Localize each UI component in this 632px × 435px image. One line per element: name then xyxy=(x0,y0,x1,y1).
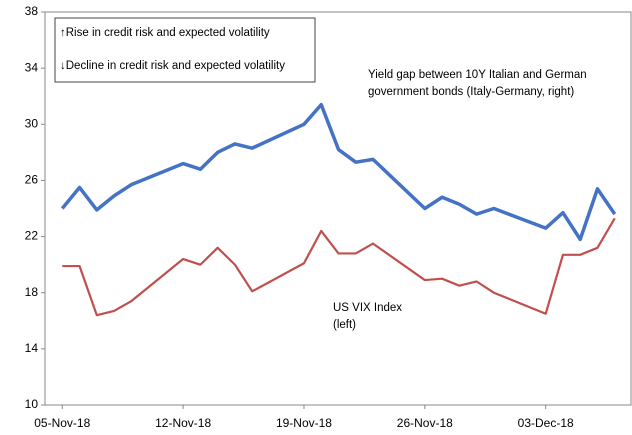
x-tick-label: 26-Nov-18 xyxy=(397,416,453,430)
x-tick-label: 03-Dec-18 xyxy=(518,416,574,430)
series-line xyxy=(60,102,617,242)
y-tick-label: 30 xyxy=(25,116,39,130)
y-tick-label: 18 xyxy=(25,285,39,299)
y-tick-label: 10 xyxy=(25,397,39,411)
x-tick-label: 05-Nov-18 xyxy=(34,416,90,430)
y-tick-label: 14 xyxy=(25,341,39,355)
note-box xyxy=(54,17,316,83)
annotation: ↓Decline in credit risk and expected vol… xyxy=(60,60,285,72)
series-label: US VIX Index (left) xyxy=(333,302,402,331)
plot-frame xyxy=(44,11,632,406)
series-line xyxy=(62,217,616,317)
series-label: Yield gap between 10Y Italian and German… xyxy=(368,69,587,98)
y-tick-label: 26 xyxy=(25,173,39,187)
annotation: ↑Rise in credit risk and expected volati… xyxy=(60,27,270,39)
x-tick-label: 19-Nov-18 xyxy=(276,416,332,430)
y-tick-label: 22 xyxy=(25,229,39,243)
x-tick-label: 12-Nov-18 xyxy=(155,416,211,430)
y-tick-label: 34 xyxy=(25,60,39,74)
y-tick-label: 38 xyxy=(25,4,39,18)
